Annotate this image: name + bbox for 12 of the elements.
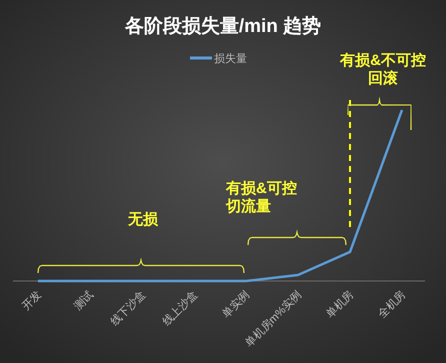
x-tick-label: 全机房 (376, 288, 408, 320)
x-tick-label: 单实例 (220, 288, 252, 320)
legend-label: 损失量 (214, 52, 247, 65)
x-tick-label: 线上沙盒 (160, 288, 200, 328)
x-tick-label: 线下沙盒 (108, 288, 148, 328)
x-tick-label: 单机房 (324, 288, 356, 320)
text: 有损&不可控回滚 (339, 52, 426, 87)
x-tick-label: 测试 (71, 288, 96, 313)
chart-title: 各阶段损失量/min 趋势 (124, 15, 322, 37)
annotation: 无损 (127, 211, 159, 228)
x-tick-label: 开发 (20, 288, 44, 313)
annotation: 有损&可控切流量 (225, 180, 297, 215)
